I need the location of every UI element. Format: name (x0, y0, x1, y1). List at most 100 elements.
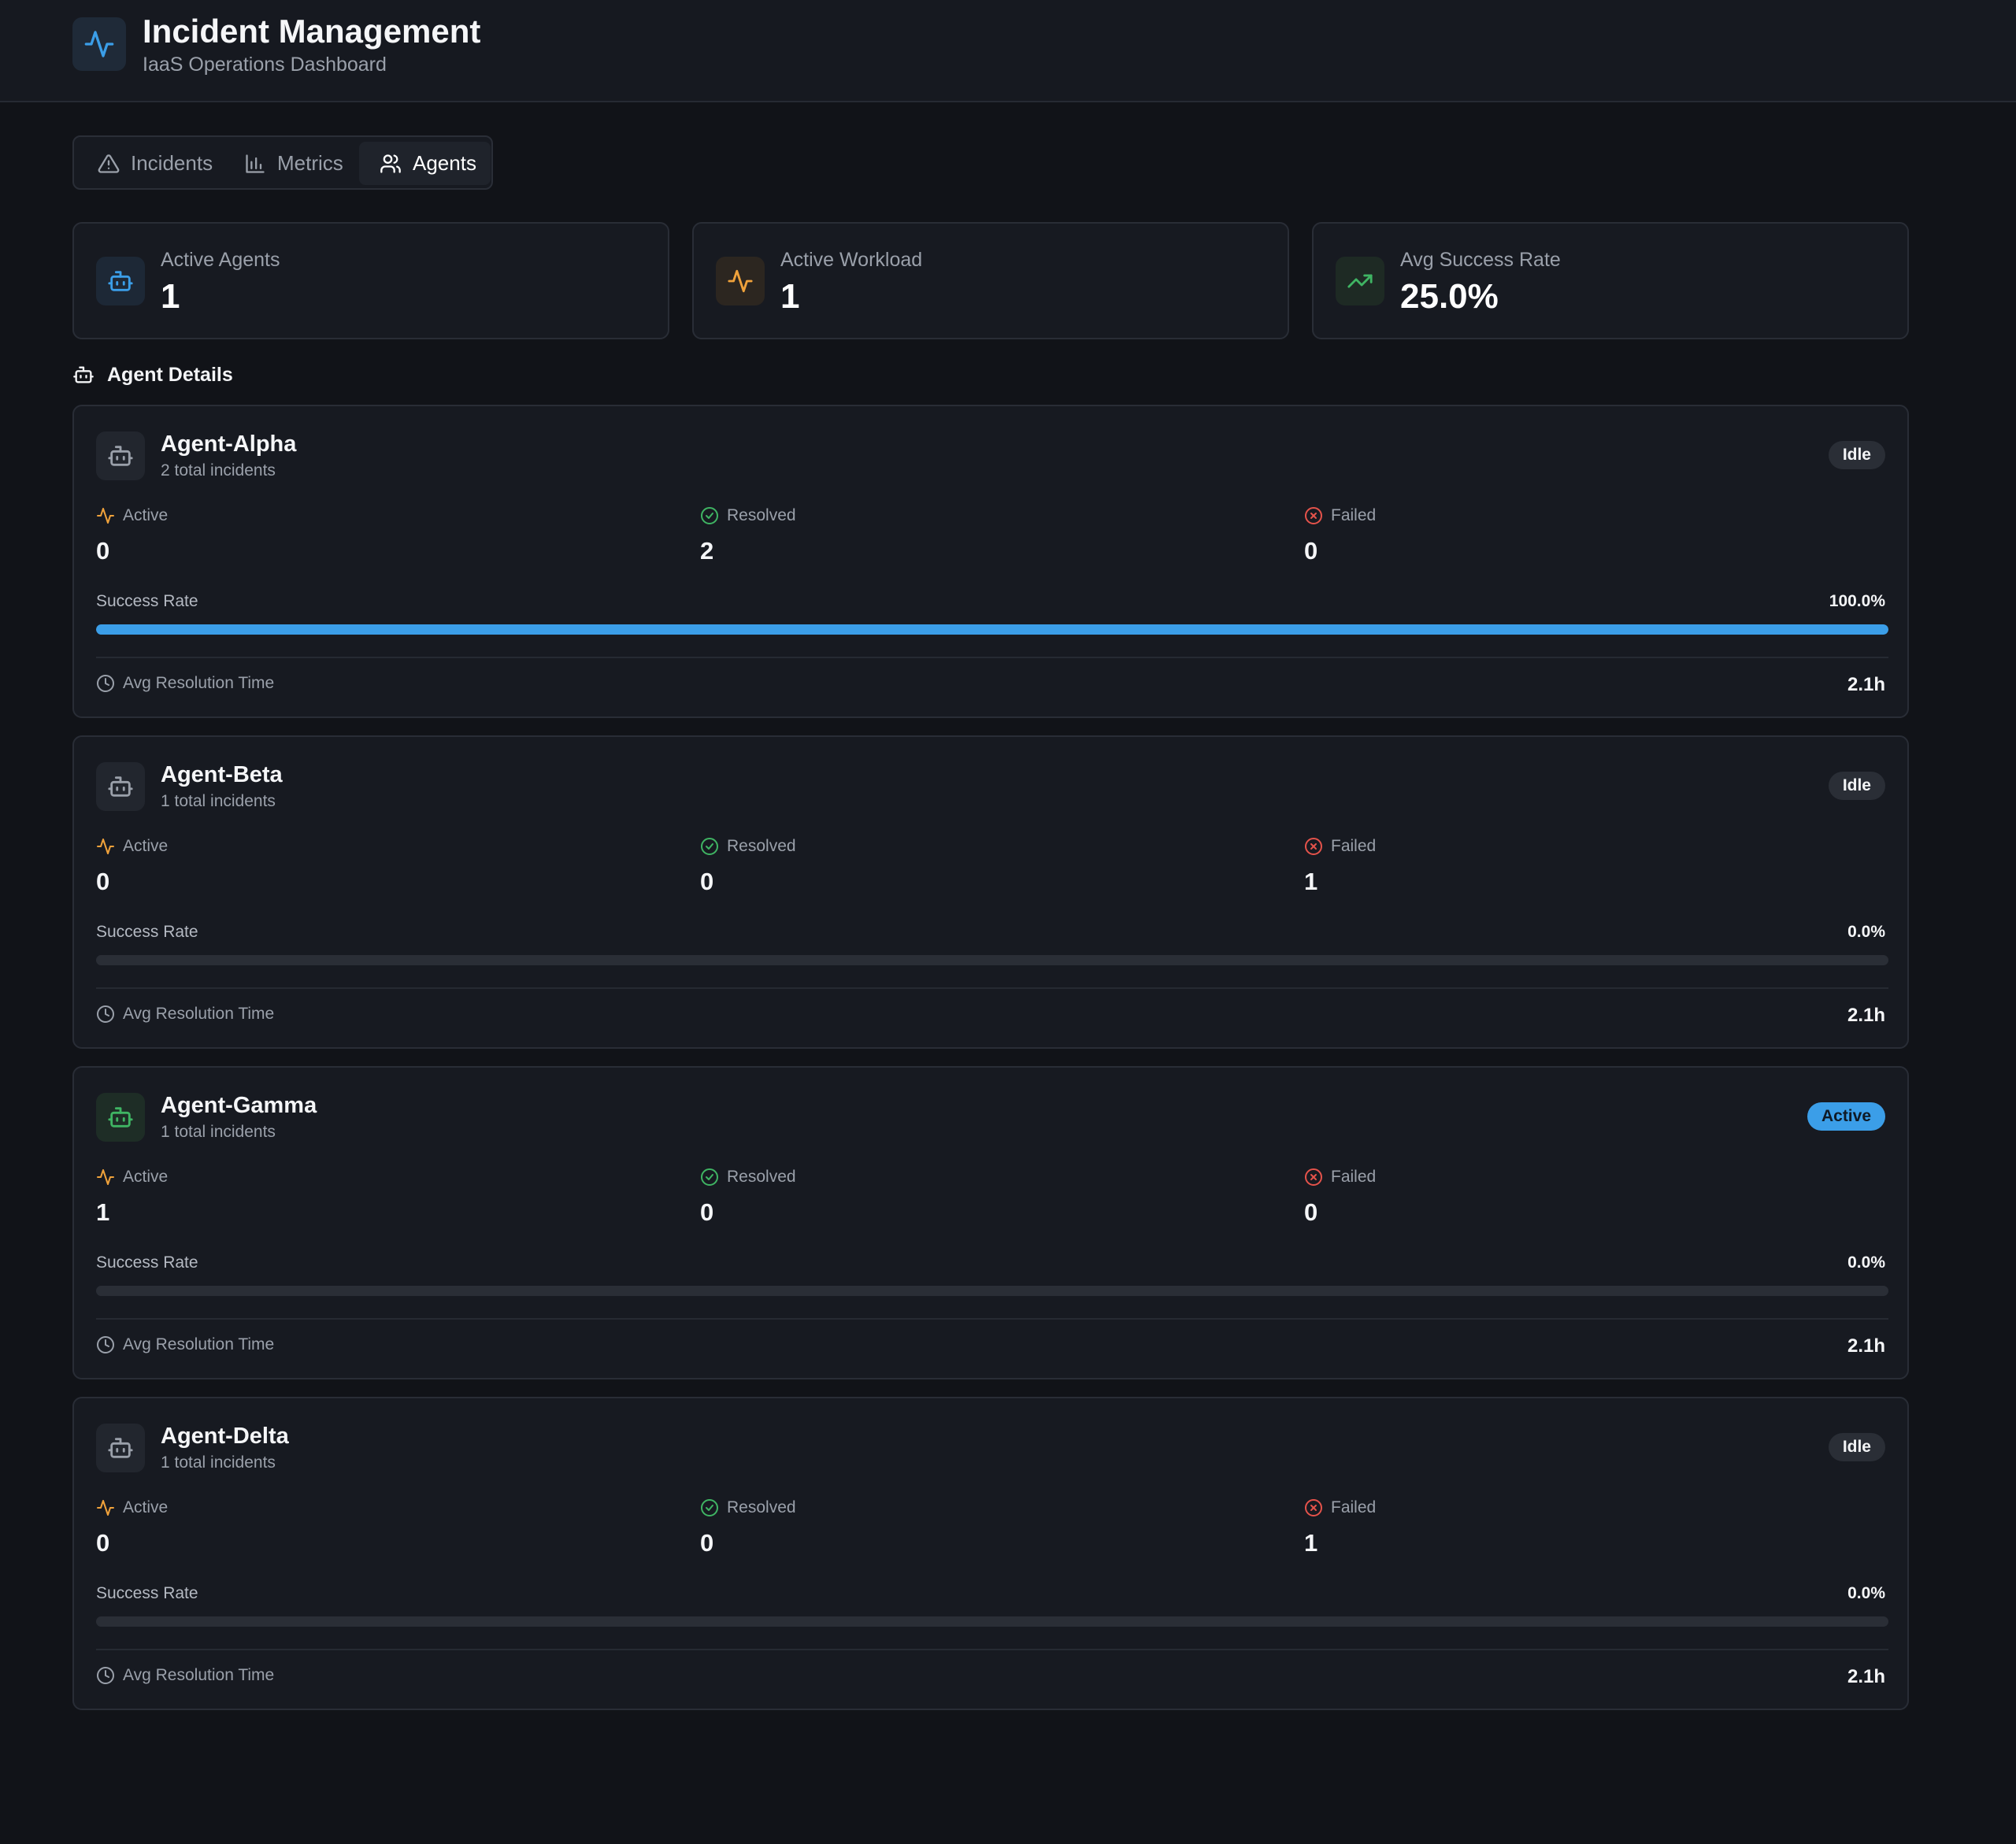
agent-card-agent-beta: Agent-Beta 1 total incidents Idle Active… (72, 735, 1909, 1049)
x-circle-icon (1305, 1499, 1322, 1516)
metric-label: Resolved (727, 1498, 796, 1516)
divider (96, 1318, 1888, 1320)
metric-resolved: Resolved 0 (700, 836, 796, 896)
metric-label: Active (123, 1168, 169, 1186)
bar-chart-icon (246, 154, 265, 173)
section-heading: Agent Details (72, 362, 233, 387)
x-circle-icon (1305, 507, 1322, 524)
metric-label: Active (123, 506, 169, 524)
alert-triangle-icon (98, 154, 120, 173)
stat-value: 25.0% (1400, 277, 1499, 316)
metric-failed: Failed 0 (1304, 505, 1376, 565)
bot-icon (96, 1093, 145, 1142)
metric-value: 1 (96, 1198, 110, 1226)
stat-card-active-workload: Active Workload 1 (692, 222, 1289, 339)
avg-resolution-value: 2.1h (1847, 674, 1885, 695)
metric-label: Resolved (727, 506, 796, 524)
metric-value: 0 (96, 1529, 110, 1557)
avg-resolution-time: Avg Resolution Time (96, 1666, 274, 1685)
agent-incident-count: 1 total incidents (161, 1453, 276, 1472)
metric-value: 2 (700, 537, 714, 565)
success-rate-label: Success Rate (96, 1253, 198, 1272)
agent-incident-count: 2 total incidents (161, 461, 276, 480)
activity-icon (716, 257, 765, 305)
metric-label: Failed (1331, 1498, 1377, 1516)
app-header: Incident Management IaaS Operations Dash… (0, 0, 2016, 102)
divider (96, 657, 1888, 658)
agent-name: Agent-Gamma (161, 1093, 317, 1118)
metric-label: Resolved (727, 837, 796, 855)
bot-icon (96, 431, 145, 480)
activity-icon (97, 508, 114, 524)
bot-icon (96, 1424, 145, 1472)
activity-icon (97, 1500, 114, 1516)
check-circle-icon (701, 838, 718, 855)
check-circle-icon (701, 507, 718, 524)
clock-icon (97, 1005, 114, 1023)
metric-label: Failed (1331, 506, 1377, 524)
agent-name: Agent-Alpha (161, 431, 297, 457)
agent-card-agent-delta: Agent-Delta 1 total incidents Idle Activ… (72, 1397, 1909, 1710)
agent-name: Agent-Delta (161, 1424, 289, 1449)
success-rate-bar (96, 1616, 1888, 1627)
metric-label: Failed (1331, 837, 1377, 855)
agent-card-agent-gamma: Agent-Gamma 1 total incidents Active Act… (72, 1066, 1909, 1379)
avg-resolution-time: Avg Resolution Time (96, 1335, 274, 1354)
check-circle-icon (701, 1499, 718, 1516)
metric-value: 0 (1304, 1198, 1318, 1226)
metric-active: Active 0 (96, 836, 168, 896)
status-badge: Active (1807, 1102, 1885, 1131)
tab-incidents[interactable]: Incidents (77, 142, 227, 185)
tab-metrics[interactable]: Metrics (224, 142, 358, 185)
metric-value: 0 (700, 1198, 714, 1226)
stat-label: Avg Success Rate (1400, 249, 1561, 271)
status-badge: Idle (1828, 772, 1885, 800)
success-rate-value: 0.0% (1847, 1253, 1885, 1272)
metric-value: 1 (1304, 1529, 1318, 1557)
avg-resolution-value: 2.1h (1847, 1666, 1885, 1687)
metric-active: Active 1 (96, 1167, 168, 1227)
metric-label: Active (123, 1498, 169, 1516)
success-rate-label: Success Rate (96, 592, 198, 610)
stat-value: 1 (161, 277, 180, 316)
activity-icon (97, 1169, 114, 1185)
metric-value: 0 (96, 537, 110, 565)
agent-card-agent-alpha: Agent-Alpha 2 total incidents Idle Activ… (72, 405, 1909, 718)
metric-resolved: Resolved 2 (700, 505, 796, 565)
success-rate-value: 0.0% (1847, 923, 1885, 941)
x-circle-icon (1305, 838, 1322, 855)
app-title: Incident Management (143, 13, 481, 50)
stat-label: Active Agents (161, 249, 280, 271)
stat-value: 1 (780, 277, 800, 316)
activity-icon (72, 17, 126, 71)
section-title: Agent Details (107, 363, 233, 386)
stat-label: Active Workload (780, 249, 923, 271)
metric-active: Active 0 (96, 1498, 168, 1557)
agent-incident-count: 1 total incidents (161, 792, 276, 810)
bot-icon (73, 366, 94, 383)
divider (96, 1649, 1888, 1650)
trending-up-icon (1336, 257, 1384, 305)
app-subtitle: IaaS Operations Dashboard (143, 54, 387, 76)
tab-label: Incidents (131, 151, 213, 175)
metric-label: Failed (1331, 1168, 1377, 1186)
metric-failed: Failed 1 (1304, 1498, 1376, 1557)
metric-failed: Failed 1 (1304, 836, 1376, 896)
tab-bar: Incidents Metrics Agents (72, 135, 493, 190)
success-rate-bar (96, 624, 1888, 635)
tab-agents[interactable]: Agents (359, 142, 491, 185)
tab-label: Agents (413, 151, 476, 175)
success-rate-value: 0.0% (1847, 1584, 1885, 1602)
status-badge: Idle (1828, 1433, 1885, 1461)
bot-icon (96, 762, 145, 811)
avg-resolution-value: 2.1h (1847, 1005, 1885, 1026)
activity-icon (97, 839, 114, 854)
status-badge: Idle (1828, 441, 1885, 469)
avg-resolution-label: Avg Resolution Time (123, 674, 275, 692)
metric-value: 0 (1304, 537, 1318, 565)
metric-value: 0 (700, 1529, 714, 1557)
avg-resolution-label: Avg Resolution Time (123, 1005, 275, 1023)
metric-failed: Failed 0 (1304, 1167, 1376, 1227)
users-icon (380, 154, 401, 173)
metric-active: Active 0 (96, 505, 168, 565)
